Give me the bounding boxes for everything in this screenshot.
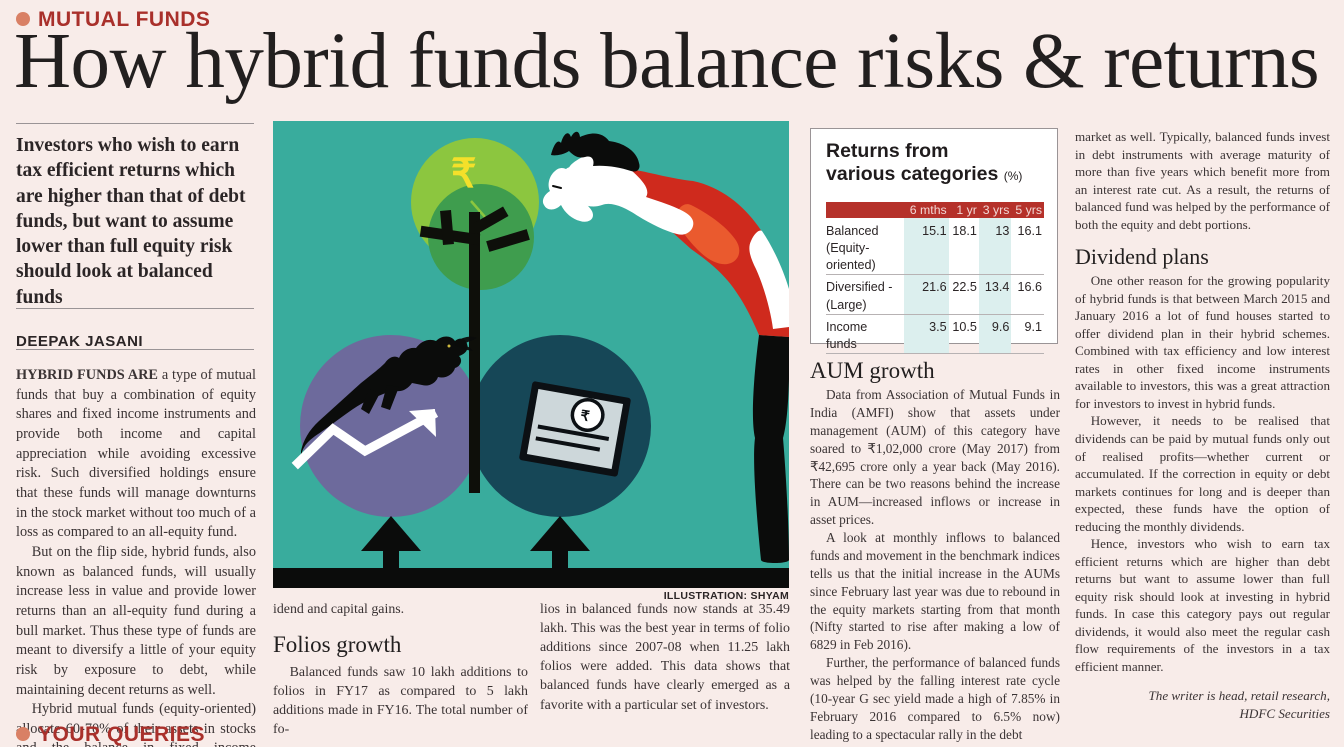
- svg-text:₹: ₹: [451, 152, 476, 196]
